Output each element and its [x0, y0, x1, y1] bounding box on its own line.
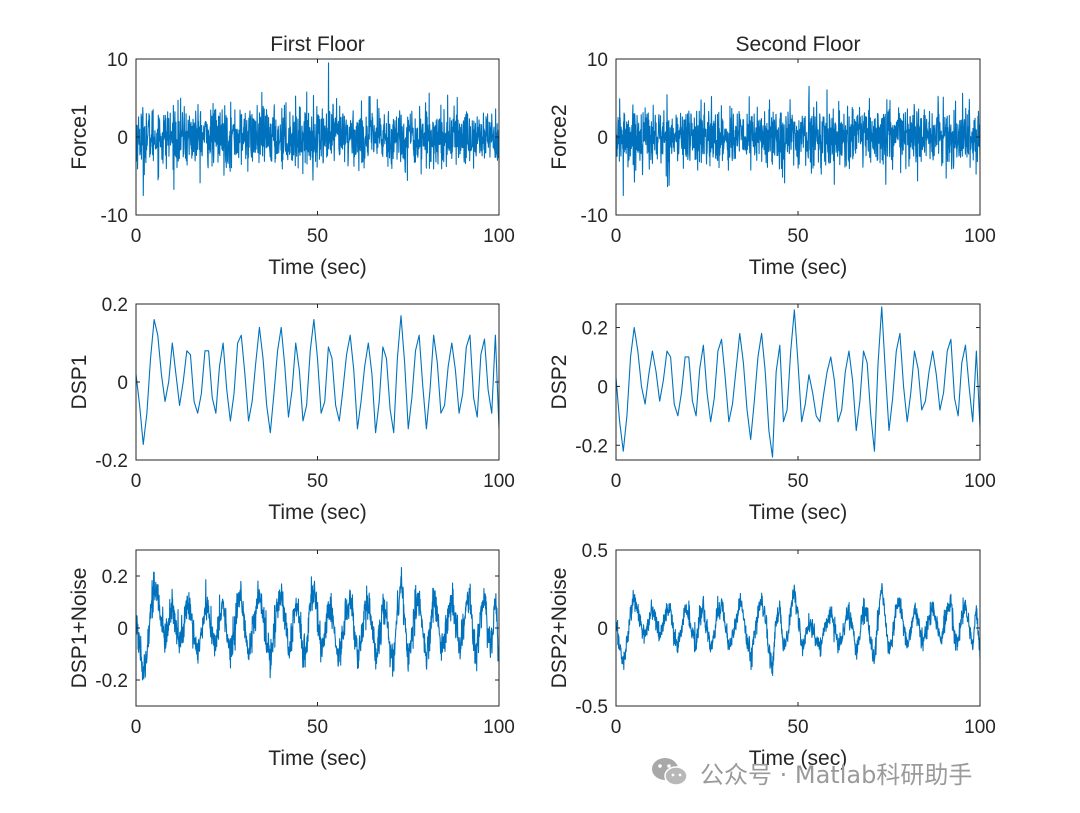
chart-2-ytick-label: 10	[587, 50, 608, 71]
chart-6-ytick-label: 0.5	[582, 541, 608, 562]
chart-3-ytick-label: -0.2	[95, 451, 128, 472]
chart-3-xtick-label: 0	[131, 471, 142, 492]
chart-2-ylabel: Force2	[548, 104, 571, 169]
chart-4-xtick-label: 100	[964, 471, 996, 492]
chart-5-xlabel: Time (sec)	[268, 747, 366, 770]
chart-2-xtick-label: 100	[964, 226, 996, 247]
chart-4-ylabel: DSP2	[548, 355, 571, 410]
chart-2-ytick-label: -10	[581, 206, 608, 227]
chart-1-series-line	[136, 62, 499, 197]
chart-6-xtick-label: 100	[964, 717, 996, 738]
chart-4-xlabel: Time (sec)	[749, 501, 847, 524]
chart-5-series-line	[136, 567, 499, 681]
chart-3-xlabel: Time (sec)	[268, 501, 366, 524]
chart-6-ytick-label: -0.5	[575, 697, 608, 718]
chart-6-series-line	[616, 582, 980, 676]
chart-3-ytick-label: 0.2	[102, 295, 128, 316]
chart-3-xtick-label: 100	[483, 471, 515, 492]
chart-1-ytick-label: -10	[101, 206, 128, 227]
chart-1-xlabel: Time (sec)	[268, 256, 366, 279]
chart-1-ytick-label: 10	[107, 50, 128, 71]
chart-1-ylabel: Force1	[68, 104, 91, 169]
chart-6-xtick-label: 0	[611, 717, 622, 738]
chart-5-ylabel: DSP1+Noise	[68, 568, 91, 689]
chart-1-xtick-label: 100	[483, 226, 515, 247]
chart-2-xtick-label: 0	[611, 226, 622, 247]
chart-5-ytick-label: -0.2	[95, 671, 128, 692]
chart-1-ytick-label: 0	[117, 128, 128, 149]
chart-4-ytick-label: -0.2	[575, 436, 608, 457]
chart-2-ytick-label: 0	[597, 128, 608, 149]
chart-5-xtick-label: 0	[131, 717, 142, 738]
chart-5-ytick-label: 0.2	[102, 567, 128, 588]
chart-4-ytick-label: 0.2	[582, 319, 608, 340]
chart-2-xlabel: Time (sec)	[749, 256, 847, 279]
chart-5-ytick-label: 0	[117, 619, 128, 640]
chart-6-ytick-label: 0	[597, 619, 608, 640]
chart-3-ylabel: DSP1	[68, 355, 91, 410]
watermark: 公众号 · Matlab科研助手	[650, 754, 972, 790]
chart-1-xtick-label: 0	[131, 226, 142, 247]
chart-3-axes-box	[135, 303, 500, 461]
chart-6-xtick-label: 50	[787, 717, 808, 738]
chart-5-xtick-label: 100	[483, 717, 515, 738]
watermark-text: 公众号 · Matlab科研助手	[700, 760, 973, 789]
chart-3-series-line	[136, 315, 499, 445]
chart-1-xtick-label: 50	[307, 226, 328, 247]
chart-3-ytick-label: 0	[117, 373, 128, 394]
chart-5: 0 50 100 -0.2 0 0.2 Time (sec) DSP1+Noise	[68, 549, 515, 770]
chart-6-xlabel: Time (sec)	[749, 747, 847, 770]
wechat-icon	[652, 758, 688, 786]
chart-5-xtick-label: 50	[307, 717, 328, 738]
chart-1-title: First Floor	[270, 33, 365, 56]
chart-2-xtick-label: 50	[787, 226, 808, 247]
chart-4-axes-box	[615, 303, 981, 461]
chart-4-ytick-label: 0	[597, 377, 608, 398]
chart-4-xtick-label: 50	[787, 471, 808, 492]
chart-4-xtick-label: 0	[611, 471, 622, 492]
chart-2-title: Second Floor	[736, 33, 861, 56]
chart-2-series-line	[616, 85, 980, 197]
chart-4-series-line	[616, 306, 980, 458]
chart-3-xtick-label: 50	[307, 471, 328, 492]
chart-6-ylabel: DSP2+Noise	[548, 568, 571, 689]
